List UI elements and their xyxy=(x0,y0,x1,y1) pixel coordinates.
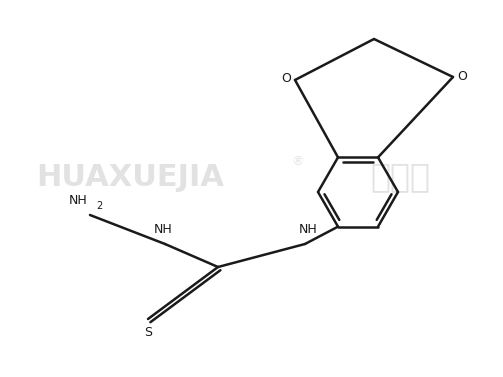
Text: ®: ® xyxy=(292,155,304,169)
Text: NH: NH xyxy=(69,194,88,207)
Text: NH: NH xyxy=(299,223,317,236)
Text: HUAXUEJIA: HUAXUEJIA xyxy=(36,162,224,192)
Text: 化学加: 化学加 xyxy=(370,161,430,193)
Text: O: O xyxy=(457,69,467,83)
Text: 2: 2 xyxy=(96,201,102,211)
Text: O: O xyxy=(281,72,291,86)
Text: S: S xyxy=(144,326,152,339)
Text: NH: NH xyxy=(153,223,173,236)
